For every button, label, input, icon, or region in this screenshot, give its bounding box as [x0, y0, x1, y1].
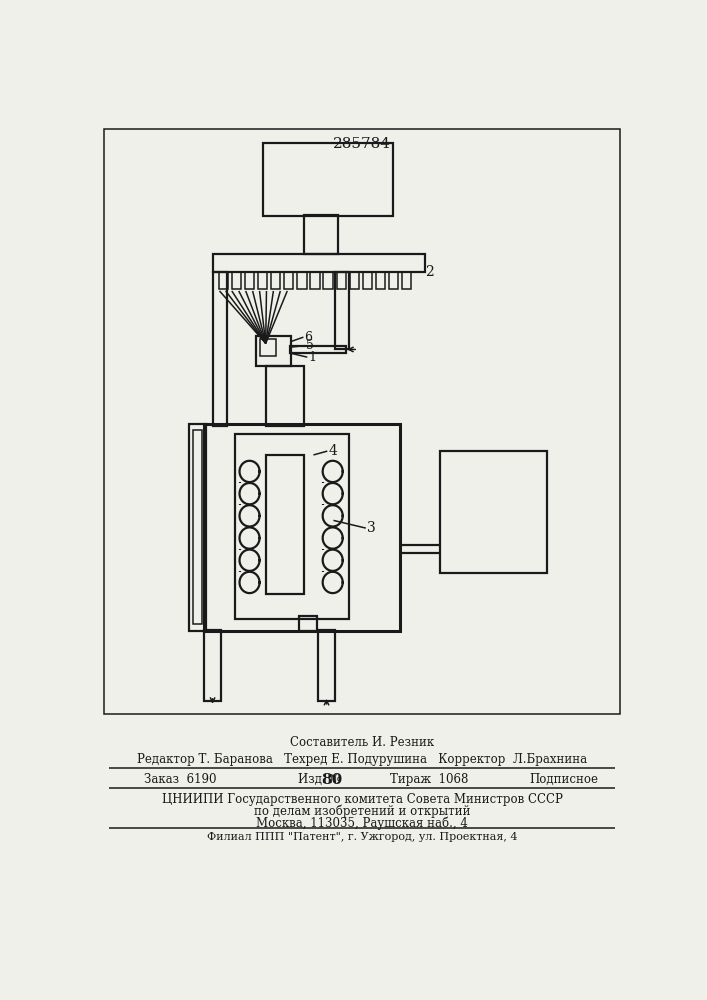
Bar [264, 143, 393, 216]
Bar [214, 254, 425, 272]
Bar [245, 272, 254, 289]
Bar [350, 272, 359, 289]
Bar [192, 430, 201, 624]
Bar [299, 616, 317, 631]
Bar [266, 455, 304, 594]
Text: 4: 4 [329, 444, 338, 458]
Bar [104, 129, 620, 714]
Bar [284, 272, 293, 289]
Text: 2: 2 [425, 265, 434, 279]
Text: Составитель И. Резник: Составитель И. Резник [290, 736, 434, 749]
Text: Изд. №: Изд. № [298, 773, 341, 786]
Bar [297, 272, 307, 289]
Text: 3: 3 [368, 521, 376, 535]
Text: 285784: 285784 [333, 137, 391, 151]
Bar [402, 272, 411, 289]
Bar [291, 346, 346, 353]
Text: Редактор Т. Баранова   Техред Е. Подурушина   Корректор  Л.Брахнина: Редактор Т. Баранова Техред Е. Подурушин… [137, 753, 587, 766]
Bar [310, 272, 320, 289]
Bar [204, 630, 221, 701]
Bar [335, 272, 349, 349]
Text: Заказ  6190: Заказ 6190 [144, 773, 216, 786]
Bar [304, 215, 338, 254]
Text: по делам изобретений и открытий: по делам изобретений и открытий [254, 805, 470, 818]
Text: Тираж  1068: Тираж 1068 [390, 773, 469, 786]
Bar [324, 272, 333, 289]
Text: Подписное: Подписное [529, 773, 598, 786]
Bar [376, 272, 385, 289]
Text: 5: 5 [305, 339, 314, 352]
Bar [389, 272, 398, 289]
Bar [218, 272, 228, 289]
Bar [214, 272, 227, 426]
Bar [440, 451, 547, 573]
Text: Филиал ППП "Патент", г. Ужгород, ул. Проектная, 4: Филиал ППП "Патент", г. Ужгород, ул. Про… [206, 832, 518, 842]
Text: 1: 1 [308, 351, 316, 364]
Text: 6: 6 [304, 331, 312, 344]
Text: Москва, 113035, Раушская наб., 4: Москва, 113035, Раушская наб., 4 [256, 816, 468, 830]
Bar [266, 366, 304, 426]
Text: ЦНИИПИ Государственного комитета Совета Министров СССР: ЦНИИПИ Государственного комитета Совета … [161, 793, 562, 806]
Bar [232, 272, 241, 289]
Bar [318, 630, 335, 701]
Bar [235, 434, 349, 619]
Text: 80: 80 [321, 773, 342, 787]
Bar [189, 424, 206, 631]
Bar [260, 339, 276, 356]
Bar [337, 272, 346, 289]
Bar [257, 336, 291, 366]
Bar [363, 272, 372, 289]
Bar [204, 424, 400, 631]
Bar [271, 272, 281, 289]
Bar [258, 272, 267, 289]
